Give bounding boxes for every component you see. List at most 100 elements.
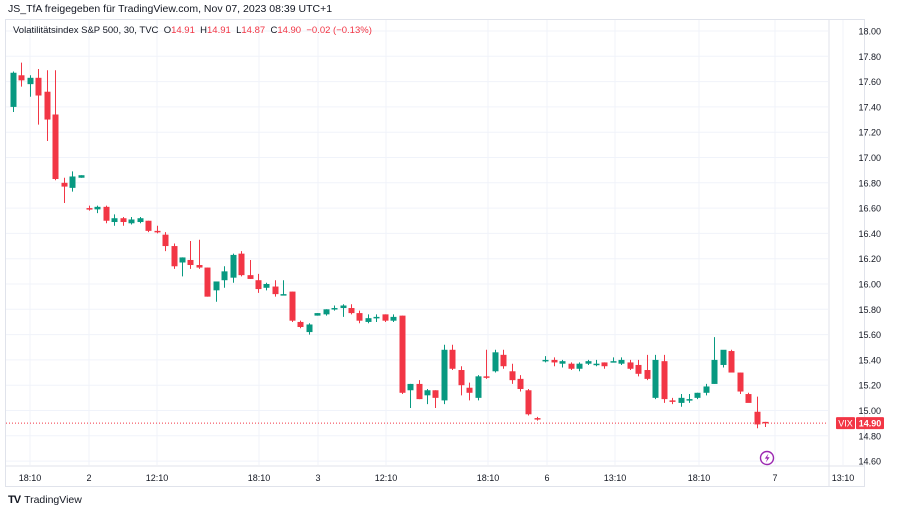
candle-up [94,206,101,210]
y-axis-tick: 15.80 [858,305,881,315]
candle-down [669,400,676,402]
x-axis-tick: 7 [772,473,777,483]
candle-up [78,175,85,178]
y-axis-tick: 16.00 [858,280,881,290]
candle-down [661,361,668,400]
symbol-tag [836,417,855,430]
candle-down [754,411,761,425]
candle-up [618,359,625,364]
candle-down [525,390,532,415]
candle-down [52,114,59,180]
candle-up [179,257,186,263]
x-axis-tick: 18:10 [19,473,42,483]
candle-up [585,361,592,364]
candle-down [86,208,93,210]
x-axis-tick: 12:10 [146,473,169,483]
candle-up [559,361,566,364]
candle-down [44,91,51,120]
y-axis-tick: 16.20 [858,254,881,264]
y-axis-tick: 17.60 [858,77,881,87]
x-axis-tick: 12:10 [375,473,398,483]
candle-down [483,376,490,378]
candle-down [568,363,575,369]
candle-down [517,378,524,389]
candle-up [230,254,237,278]
candle-down [145,220,152,231]
candle-down [728,351,735,373]
x-axis-tick: 13:10 [832,473,855,483]
candle-up [424,390,431,396]
x-axis-tick: 13:10 [604,473,627,483]
candle-up [686,399,693,401]
y-axis-tick: 15.20 [858,381,881,391]
candle-up [323,309,330,315]
candle-down [154,230,161,233]
y-axis-tick: 16.40 [858,229,881,239]
candle-down [187,259,194,266]
y-axis-tick: 15.40 [858,355,881,365]
symbol-legend: Volatilitätsindex S&P 500, 30, TVC O14.9… [13,25,372,36]
candle-down [103,206,110,221]
candle-down [297,321,304,328]
candle-down [348,308,355,314]
y-axis-tick: 17.00 [858,153,881,163]
share-caption: JS_TfA freigegeben für TradingView.com, … [8,3,333,15]
candle-down [382,314,389,321]
lightning-bolt-icon[interactable] [759,450,775,466]
candle-down [289,291,296,321]
brand-name: TradingView [24,494,82,506]
y-axis-tick: 15.60 [858,330,881,340]
y-axis-tick: 17.80 [858,52,881,62]
candle-up [652,359,659,398]
candle-down [196,265,203,268]
candle-down [551,359,558,363]
candle-up [27,77,34,85]
tradingview-logo-icon: TV [8,494,21,506]
symbol-info: Volatilitätsindex S&P 500, 30, TVC [13,25,159,36]
symbol-tag-label: VIX [838,419,853,429]
candle-down [644,370,651,379]
candle-down [171,246,178,267]
candle-up [221,271,228,281]
x-axis-tick: 18:10 [477,473,500,483]
candle-up [213,281,220,291]
candle-down [762,421,769,424]
candle-up [475,376,482,398]
y-axis-tick: 16.80 [858,178,881,188]
low-value: 14.87 [241,25,266,36]
candle-down [61,182,68,187]
open-value: 14.91 [171,25,195,36]
high-value: 14.91 [207,25,231,36]
candle-up [593,363,600,366]
y-axis-tick: 14.60 [858,457,881,467]
candle-down [120,218,127,223]
candle-up [111,218,118,223]
x-axis-tick: 2 [86,473,91,483]
candle-up [576,363,583,369]
y-axis-tick: 15.00 [858,406,881,416]
chart-frame [5,19,865,487]
candle-up [492,352,499,372]
candle-down [35,77,42,96]
candle-down [255,280,262,290]
candle-down [356,313,363,321]
candle-up [373,316,380,319]
change-value: −0.02 (−0.13%) [306,25,372,36]
candles [10,62,769,429]
candle-up [10,72,17,107]
candle-up [137,218,144,223]
y-axis-tick: 18.00 [858,27,881,37]
candle-up [390,316,397,321]
candle-down [432,390,439,398]
y-axis-tick: 17.20 [858,128,881,138]
tradingview-branding: TV TradingView [8,494,82,506]
x-axis-tick: 6 [544,473,549,483]
last-price-value: 14.90 [859,419,882,429]
close-label: C [270,25,278,36]
last-price-tag [856,417,884,430]
candle-up [306,324,313,333]
candle-down [509,371,516,381]
candle-down [466,387,473,393]
candle-down [416,383,423,400]
